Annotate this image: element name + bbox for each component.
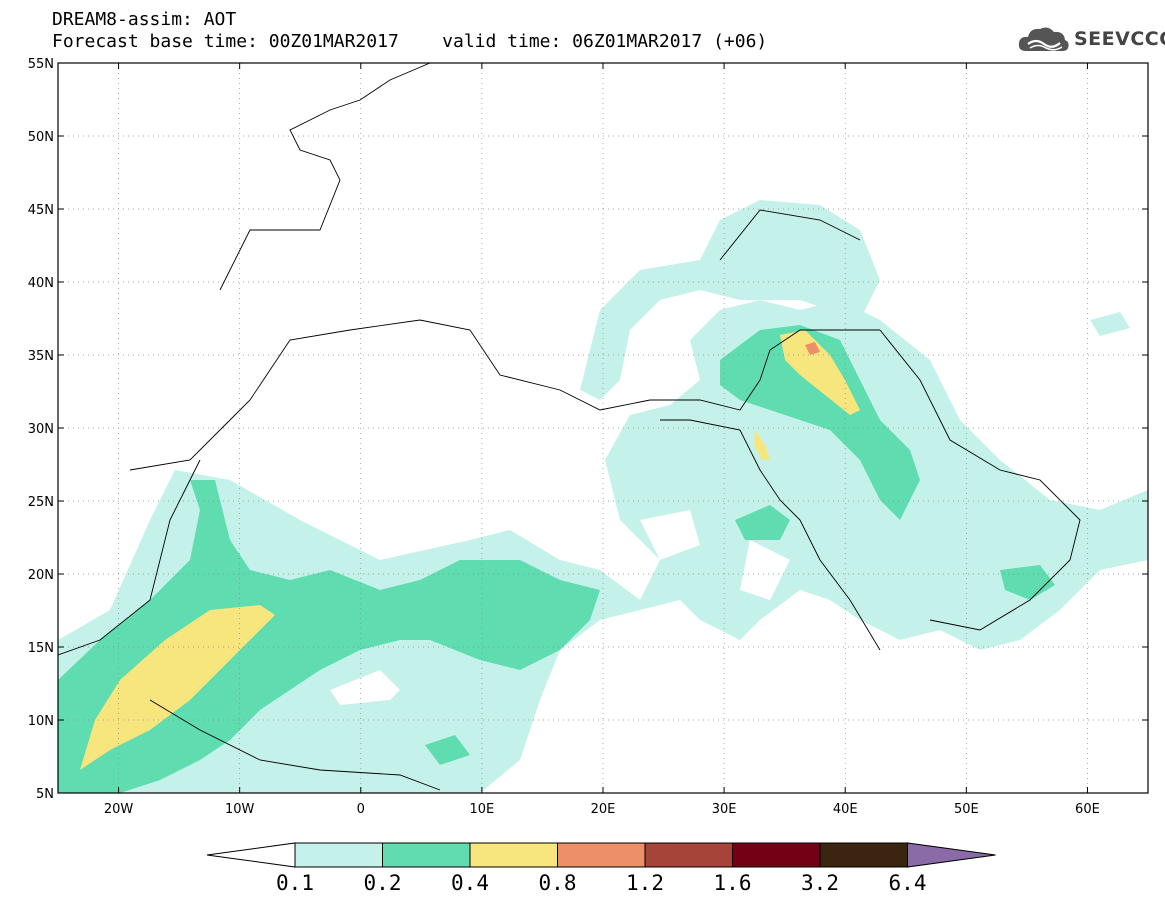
aot-gaps [330,470,790,705]
colorbar-segment [819,842,908,868]
colorbar-segment [644,842,733,868]
lon-tick-label: 20W [104,802,134,817]
seevccc-logo: SEEVCCC [1018,22,1165,56]
colorbar-label: 0.8 [539,871,577,895]
lon-axis: 20W 10W 0 10E 20E 30E 40E 50E 60E [104,802,1100,817]
colorbar [206,842,996,868]
coastlines [58,63,1081,791]
colorbar-segment [294,842,383,868]
colorbar-label: 0.2 [364,871,402,895]
lat-tick-label: 15N [28,641,54,656]
colorbar-low-arrow [206,842,296,868]
lat-tick-label: 50N [28,130,54,145]
lon-tick-label: 60E [1075,802,1100,817]
lat-tick-label: 30N [28,422,54,437]
aot-level-0.8 [805,342,820,355]
aot-level-0.2 [58,325,1055,793]
colorbar-high-arrow [907,842,996,868]
lat-tick-label: 45N [28,203,54,218]
lon-tick-label: 50E [954,802,979,817]
graticule [58,63,1148,793]
colorbar-segment [469,842,558,868]
lon-tick-label: 10W [225,802,255,817]
aot-fields [58,200,1148,793]
axis-ticks [58,62,1148,794]
aot-level-0.4 [80,330,860,770]
colorbar-segment [382,842,471,868]
lat-tick-label: 35N [28,349,54,364]
lat-axis: 5N 10N 15N 20N 25N 30N 35N 40N 45N 50N 55N [28,57,54,802]
lat-tick-label: 40N [28,276,54,291]
colorbar-label: 0.1 [276,871,314,895]
time-info: Forecast base time: 00Z01MAR2017 valid t… [52,32,767,52]
lat-tick-label: 25N [28,495,54,510]
colorbar-label: 3.2 [801,871,839,895]
lat-tick-label: 10N [28,714,54,729]
lat-tick-label: 5N [36,787,54,802]
valid-time: valid time: 06Z01MAR2017 (+06) [442,31,768,52]
base-time: Forecast base time: 00Z01MAR2017 [52,31,399,52]
colorbar-label: 1.2 [626,871,664,895]
lon-tick-label: 30E [712,802,737,817]
colorbar-labels: 0.1 0.2 0.4 0.8 1.2 1.6 3.2 6.4 [276,871,926,895]
lon-tick-label: 10E [470,802,495,817]
colorbar-segment [732,842,821,868]
colorbar-label: 0.4 [451,871,489,895]
colorbar-label: 1.6 [714,871,752,895]
logo-text: SEEVCCC [1074,28,1165,50]
lon-tick-label: 20E [591,802,616,817]
lat-tick-label: 20N [28,568,54,583]
colorbar-segment [557,842,646,868]
colorbar-label: 6.4 [889,871,927,895]
lon-tick-label: 0 [357,802,365,817]
lon-tick-label: 40E [833,802,858,817]
lat-tick-label: 55N [28,57,54,72]
cloud-icon [1018,27,1069,51]
chart-title: DREAM8-assim: AOT [52,9,237,30]
